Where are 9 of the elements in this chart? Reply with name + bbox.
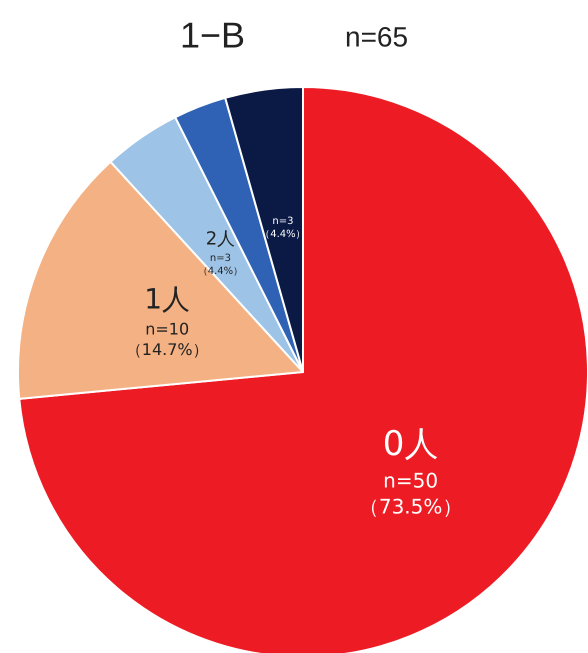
slice-label: 2人 — [206, 228, 236, 250]
data-label: n=3 （4.4%） — [198, 252, 244, 277]
data-label: n=50 （73.5%） — [358, 468, 462, 519]
chart-title: 1−B — [180, 14, 246, 56]
data-label: n=3 （4.4%） — [260, 216, 306, 240]
slice-label: 1人 — [144, 282, 190, 316]
slice-label: 0人 — [382, 424, 438, 464]
data-label: n=10 （14.7%） — [126, 319, 209, 360]
chart-subtitle: n=65 — [345, 22, 408, 52]
